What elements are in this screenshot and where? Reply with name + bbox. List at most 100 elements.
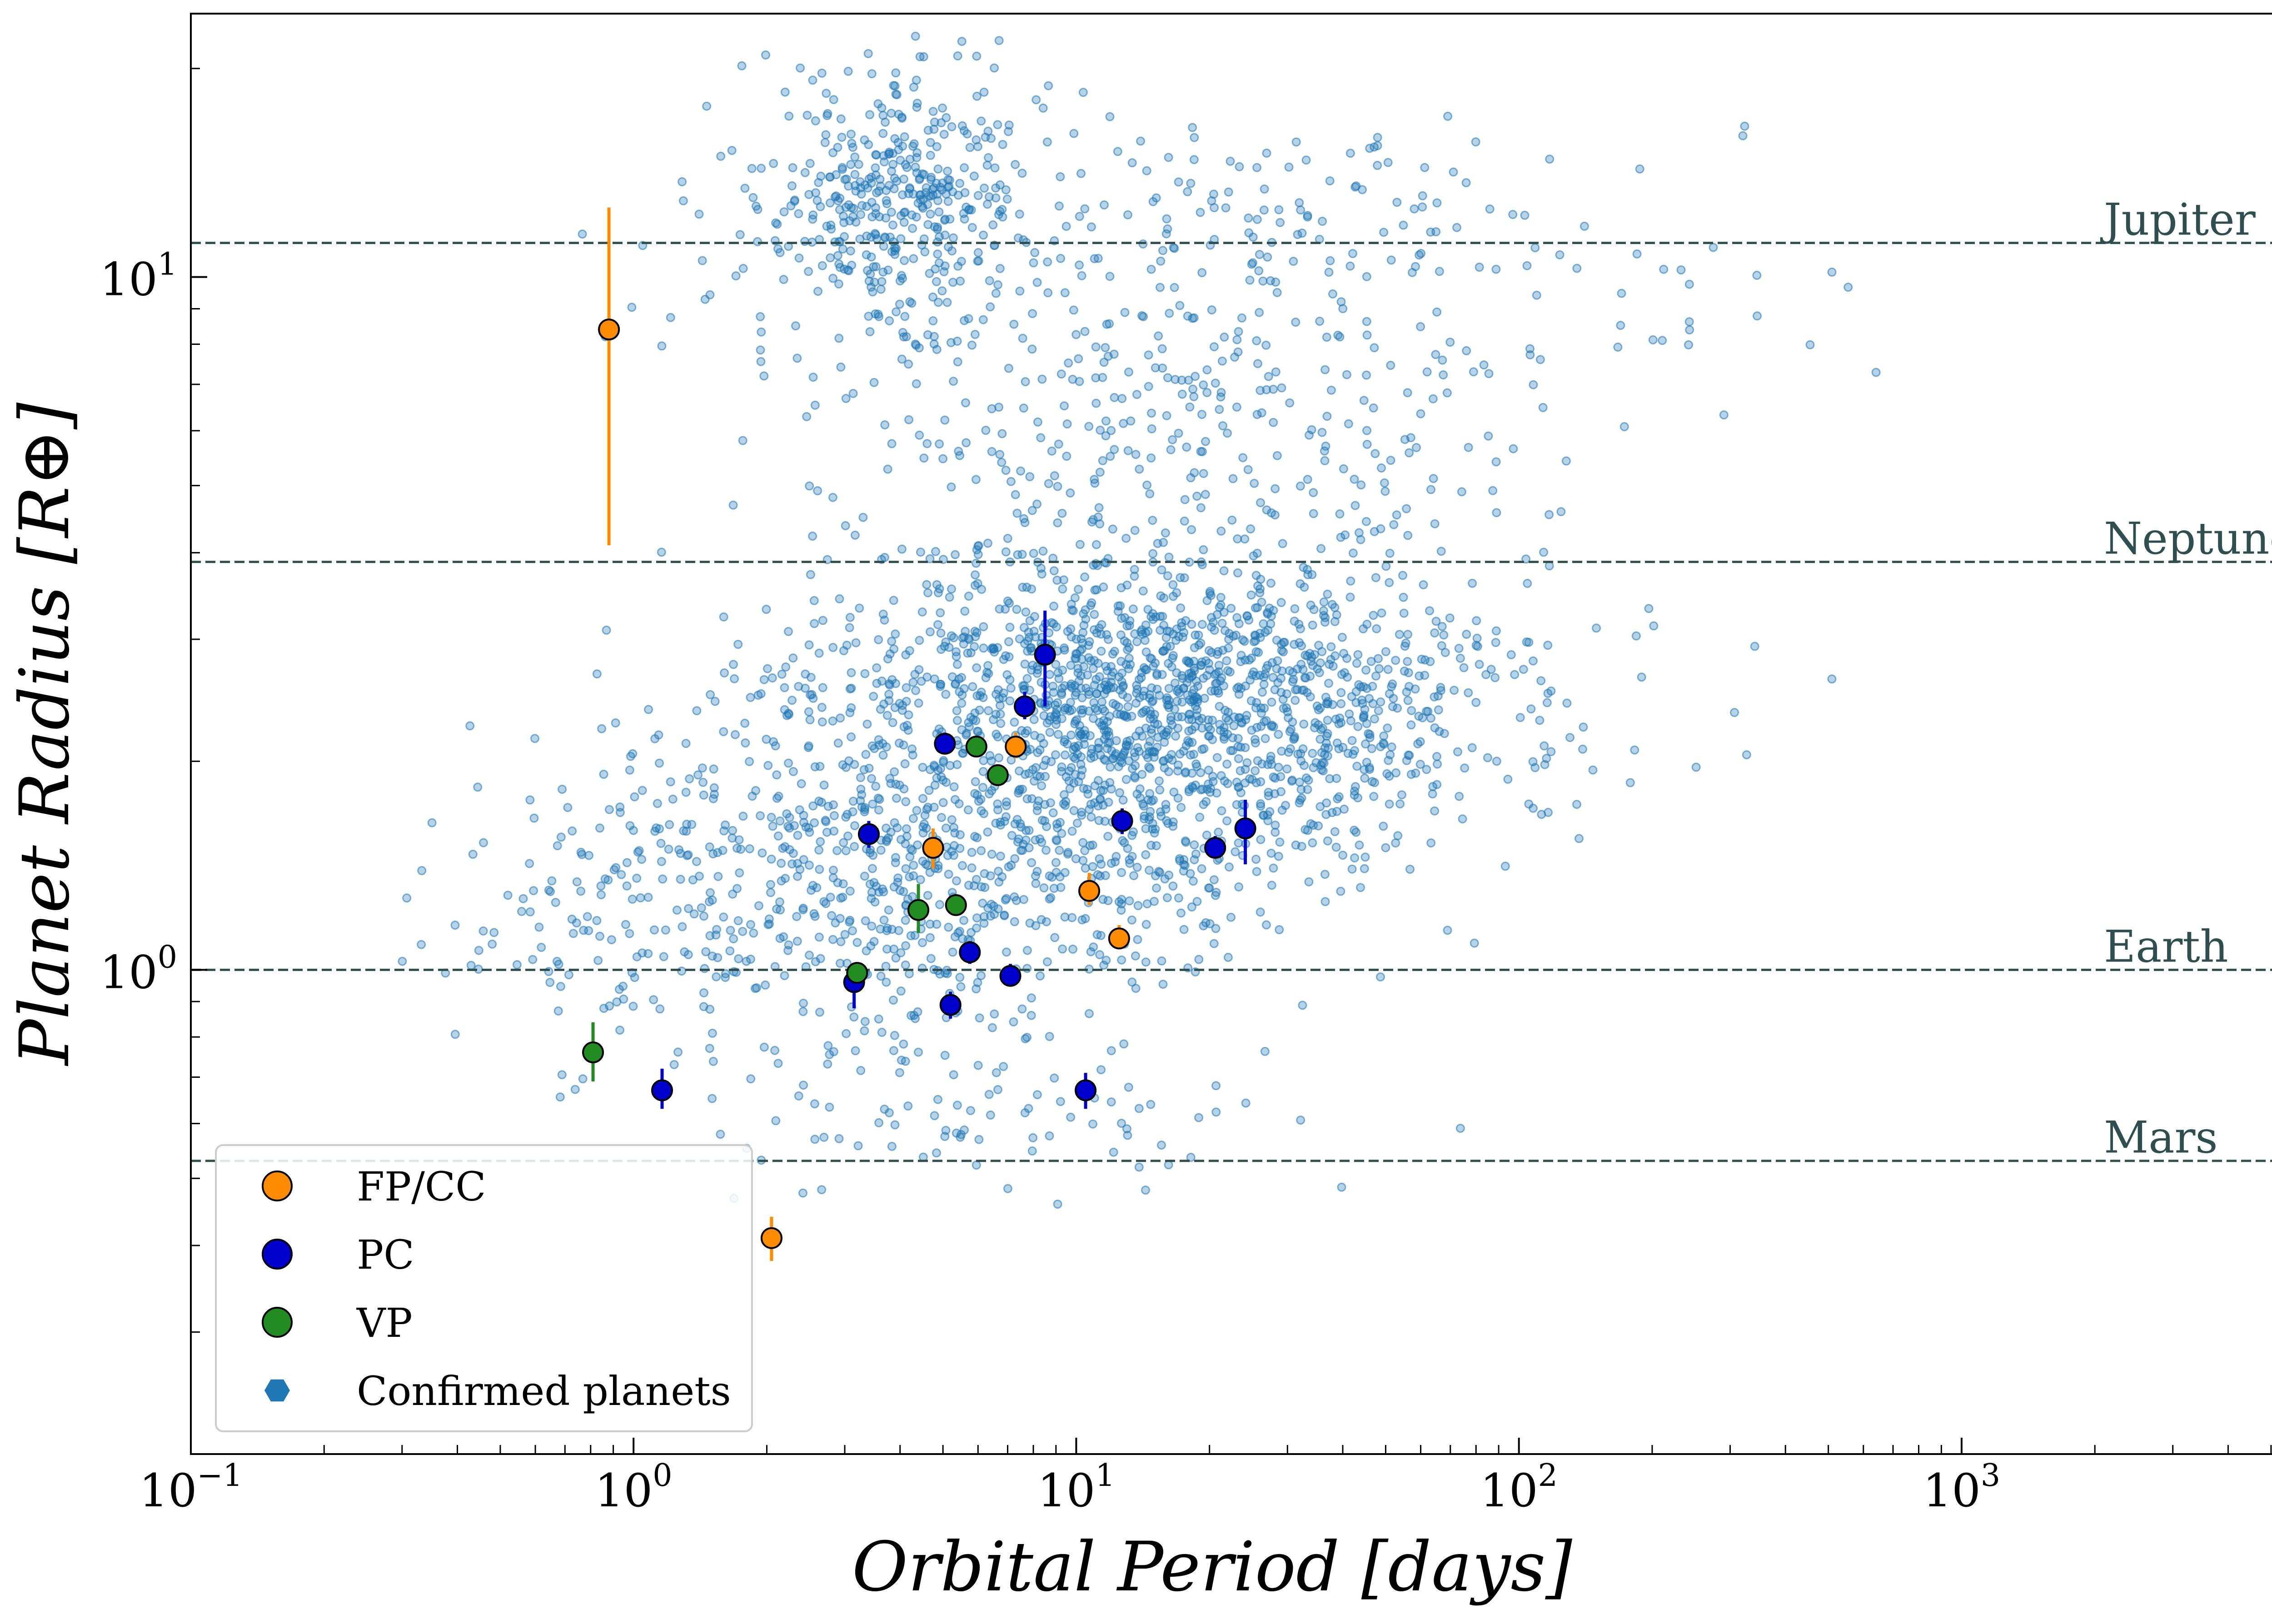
confirmed-planet-point (945, 593, 954, 602)
confirmed-planet-point (980, 184, 989, 193)
confirmed-planet-point (729, 934, 738, 944)
confirmed-planet-point (1443, 111, 1453, 121)
confirmed-planet-point (1147, 408, 1156, 418)
confirmed-planet-point (792, 354, 802, 363)
confirmed-planet-point (1159, 538, 1168, 547)
confirmed-planet-point (1432, 752, 1441, 761)
confirmed-planet-point (805, 827, 814, 837)
confirmed-planet-point (1827, 674, 1837, 684)
confirmed-planet-point (1460, 763, 1470, 773)
data-point (1075, 1079, 1097, 1101)
confirmed-planet-point (1131, 951, 1140, 961)
confirmed-planet-point (1021, 728, 1030, 738)
confirmed-planet-point (628, 1001, 638, 1011)
confirmed-planet-point (1090, 656, 1099, 665)
confirmed-planet-point (1076, 671, 1086, 681)
confirmed-planet-point (1356, 480, 1366, 490)
confirmed-planet-point (1432, 198, 1442, 208)
confirmed-planet-point (798, 1188, 807, 1198)
confirmed-planet-point (895, 1068, 904, 1077)
confirmed-planet-point (1395, 799, 1405, 809)
confirmed-planet-point (900, 312, 910, 321)
confirmed-planet-point (1020, 1108, 1030, 1117)
confirmed-planet-point (756, 345, 765, 355)
confirmed-planet-point (1139, 687, 1149, 696)
confirmed-planet-point (1442, 388, 1452, 398)
confirmed-planet-point (602, 625, 611, 635)
confirmed-planet-point (790, 196, 799, 206)
confirmed-planet-point (844, 266, 853, 275)
confirmed-planet-point (1037, 837, 1046, 847)
confirmed-planet-point (1420, 163, 1430, 172)
confirmed-planet-point (1471, 697, 1481, 707)
confirmed-planet-point (887, 439, 897, 448)
confirmed-planet-point (1455, 653, 1465, 663)
confirmed-planet-point (815, 1007, 824, 1017)
confirmed-planet-point (1403, 531, 1413, 540)
confirmed-planet-point (1144, 350, 1153, 360)
confirmed-planet-point (771, 741, 780, 751)
confirmed-planet-point (1562, 698, 1572, 708)
confirmed-planet-point (994, 753, 1004, 762)
confirmed-planet-point (1190, 666, 1199, 676)
confirmed-planet-point (1027, 344, 1037, 354)
confirmed-planet-point (1144, 382, 1153, 391)
confirmed-planet-point (1236, 742, 1246, 752)
confirmed-planet-point (1326, 385, 1336, 395)
confirmed-planet-point (1380, 478, 1389, 488)
confirmed-planet-point (1455, 1124, 1465, 1133)
confirmed-planet-point (657, 857, 666, 866)
confirmed-planet-point (1491, 457, 1501, 467)
confirmed-planet-point (1099, 582, 1108, 592)
confirmed-planet-point (473, 782, 483, 792)
confirmed-planet-point (1171, 731, 1181, 741)
confirmed-planet-point (1276, 673, 1285, 683)
confirmed-planet-point (1120, 636, 1129, 646)
confirmed-planet-point (1256, 907, 1265, 917)
confirmed-planet-point (876, 181, 885, 191)
confirmed-planet-point (1015, 286, 1025, 296)
confirmed-planet-point (1317, 647, 1327, 656)
confirmed-planet-point (1515, 713, 1525, 722)
confirmed-planet-point (1362, 330, 1372, 340)
confirmed-planet-point (1175, 301, 1185, 310)
confirmed-planet-point (1157, 565, 1166, 575)
confirmed-planet-point (644, 705, 653, 714)
confirmed-planet-point (1470, 938, 1479, 948)
confirmed-planet-point (1066, 697, 1075, 707)
confirmed-planet-point (1539, 548, 1549, 557)
confirmed-planet-point (845, 684, 855, 693)
confirmed-planet-point (1221, 706, 1230, 715)
confirmed-planet-point (944, 870, 953, 879)
confirmed-planet-point (1522, 637, 1531, 647)
confirmed-planet-point (705, 842, 714, 852)
confirmed-planet-point (700, 294, 710, 304)
y-axis-title: Planet Radius [R⊕] (5, 402, 85, 1066)
confirmed-planet-point (1355, 528, 1364, 538)
confirmed-planet-point (792, 912, 802, 921)
confirmed-planet-point (788, 163, 797, 173)
confirmed-planet-point (886, 233, 895, 242)
confirmed-planet-point (972, 545, 982, 554)
confirmed-planet-point (953, 261, 963, 271)
confirmed-planet-point (1172, 588, 1181, 598)
confirmed-planet-point (1227, 515, 1237, 525)
confirmed-planet-point (1157, 670, 1167, 679)
confirmed-planet-point (1151, 871, 1160, 881)
confirmed-planet-point (1018, 334, 1027, 343)
confirmed-planet-point (996, 852, 1005, 861)
confirmed-planet-point (1243, 465, 1253, 474)
confirmed-planet-point (721, 973, 730, 982)
confirmed-planet-point (972, 984, 981, 994)
confirmed-planet-point (1208, 777, 1218, 787)
confirmed-planet-point (781, 662, 791, 672)
confirmed-planet-point (1002, 947, 1011, 957)
confirmed-planet-point (1177, 389, 1187, 399)
confirmed-planet-point (1125, 896, 1134, 906)
confirmed-planet-point (553, 1006, 563, 1016)
confirmed-planet-point (1250, 478, 1259, 488)
confirmed-planet-point (925, 554, 935, 563)
confirmed-planet-point (869, 378, 879, 387)
confirmed-planet-point (1128, 604, 1138, 614)
confirmed-planet-point (1052, 819, 1061, 829)
